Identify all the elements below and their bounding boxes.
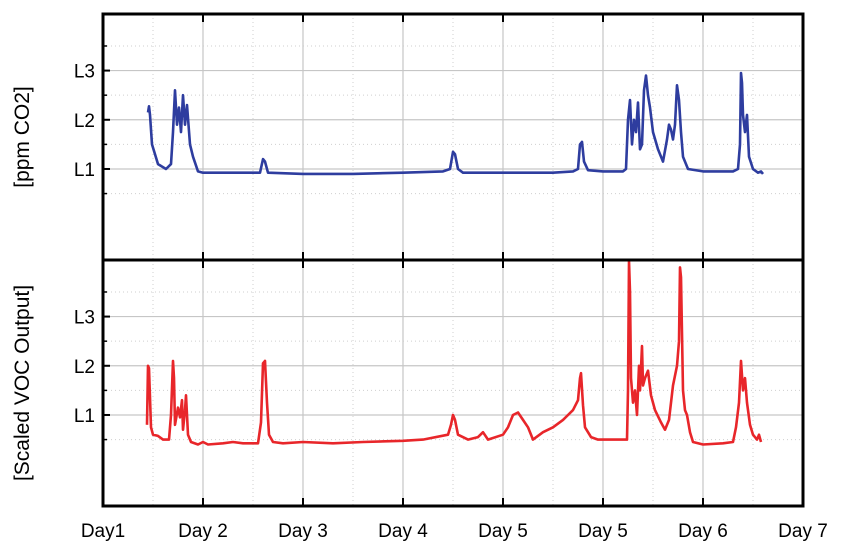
co2-series-line bbox=[146, 71, 765, 176]
x-tick-label: Day 5 bbox=[478, 521, 528, 542]
co2-ytick-label: L2 bbox=[74, 111, 95, 132]
x-tick-label: Day 2 bbox=[178, 521, 228, 542]
co2-ytick-label: L1 bbox=[74, 160, 95, 181]
voc-ytick-label: L3 bbox=[74, 308, 95, 329]
co2-panel: L1 L2 L3 [ppm CO2] bbox=[11, 12, 805, 262]
co2-ytick-label: L3 bbox=[74, 62, 95, 83]
x-tick-label: Day 7 bbox=[778, 521, 828, 542]
co2-y-axis-title: [ppm CO2] bbox=[11, 86, 34, 188]
x-tick-label: Day 3 bbox=[278, 521, 328, 542]
x-tick-label: Day 5 bbox=[578, 521, 628, 542]
voc-frame bbox=[101, 258, 805, 508]
voc-panel: L1 L2 L3 [Scaled VOC Output] bbox=[11, 258, 805, 508]
voc-ytick-label: L2 bbox=[74, 357, 95, 378]
x-tick-label: Day1 bbox=[81, 521, 125, 542]
voc-series-line bbox=[145, 259, 763, 446]
voc-ytick-label: L1 bbox=[74, 406, 95, 427]
voc-y-axis-title: [Scaled VOC Output] bbox=[11, 285, 34, 481]
x-axis: Day1 Day 2 Day 3 Day 4 Day 5 Day 5 Day 6 Day 7 bbox=[81, 521, 828, 542]
x-tick-label: Day 6 bbox=[678, 521, 728, 542]
x-tick-label: Day 4 bbox=[378, 521, 428, 542]
